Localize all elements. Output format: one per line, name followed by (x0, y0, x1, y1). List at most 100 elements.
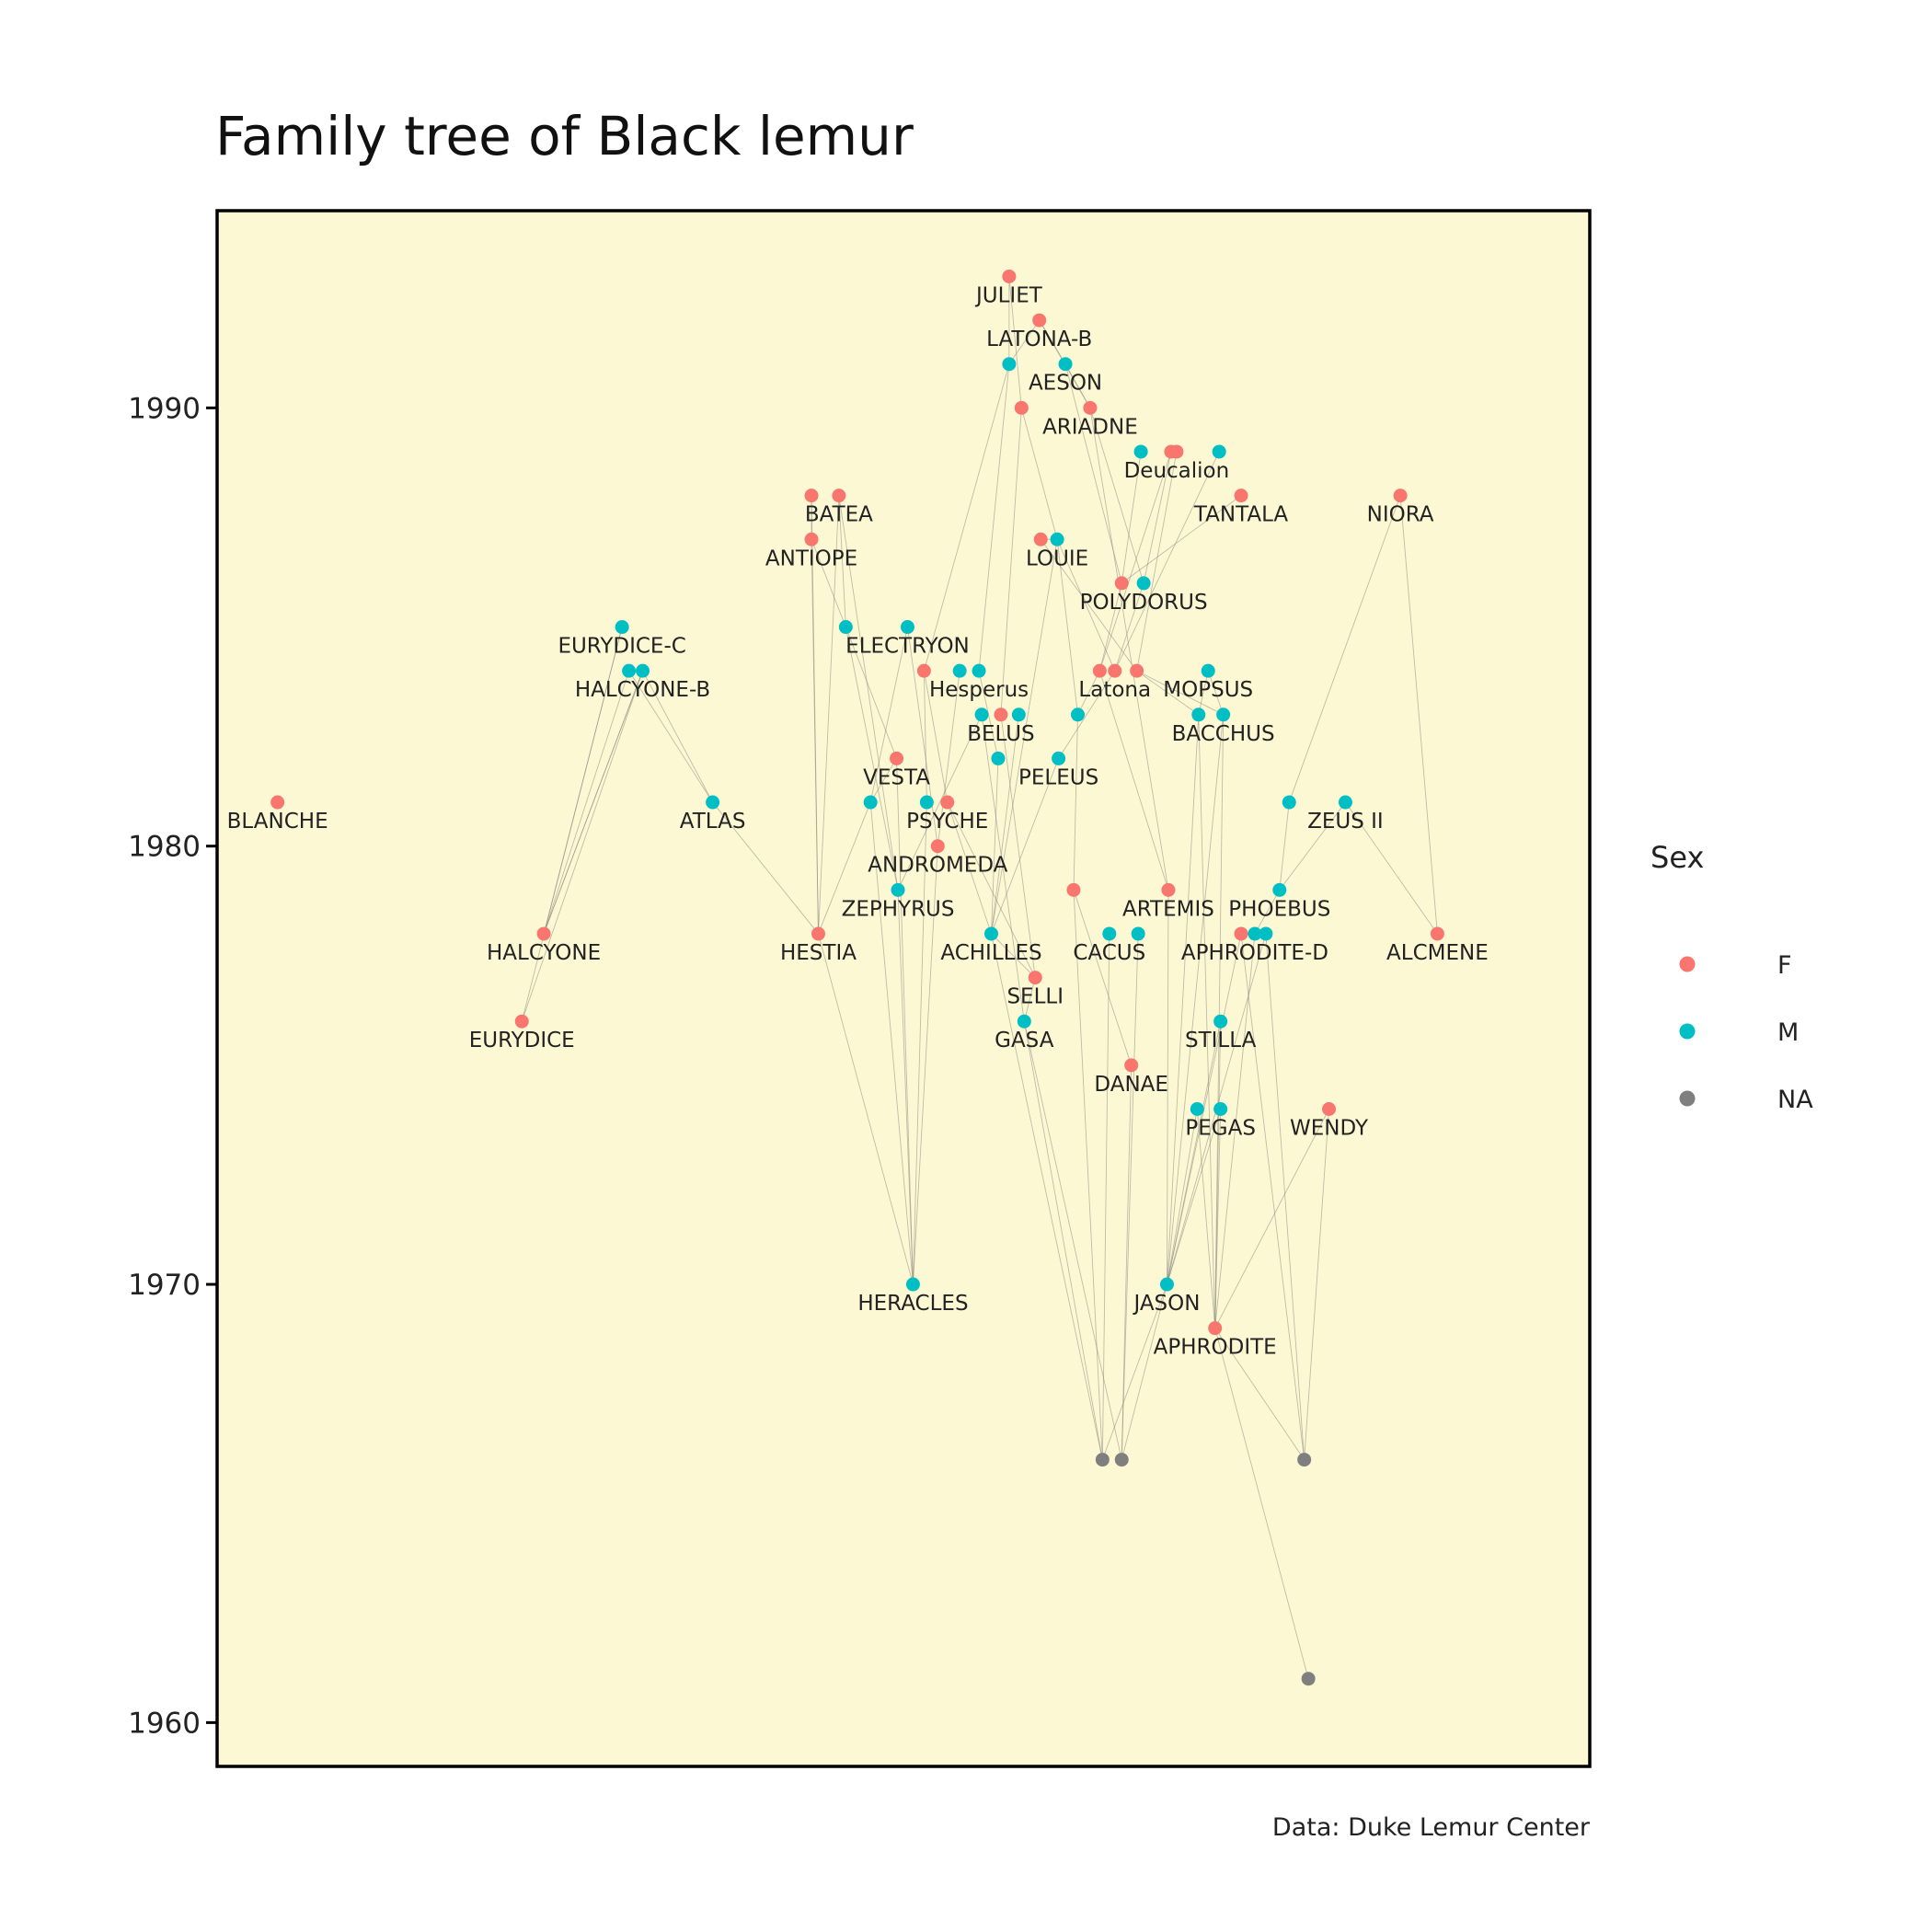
pedigree-edge (1214, 1328, 1305, 1460)
pedigree-edge (1073, 714, 1078, 891)
lemur-point (952, 663, 967, 678)
lemur-name-label: ZEUS II (1307, 810, 1384, 834)
lemur-name-label: ANTIOPE (765, 546, 857, 570)
lemur-name-label: PELEUS (1018, 765, 1098, 789)
lemur-name-label: ACHILLES (940, 941, 1041, 965)
lemur-name-label: PEGAS (1185, 1116, 1256, 1140)
lemur-name-label: AESON (1029, 372, 1102, 396)
pedigree-edge (1214, 1109, 1329, 1328)
pedigree-edge (1167, 714, 1200, 1285)
pedigree-edge (897, 714, 983, 891)
pedigree-edge (1023, 977, 1036, 1022)
lemur-name-label: ARTEMIS (1122, 897, 1214, 921)
lemur-point (1070, 707, 1085, 722)
pedigree-edge (1167, 1109, 1222, 1285)
pedigree-edge (1023, 1021, 1103, 1460)
pedigree-edge (1089, 408, 1144, 584)
lemur-name-label: HALCYONE (487, 941, 601, 965)
edges-layer (521, 276, 1438, 1679)
pedigree-edge (1265, 933, 1305, 1460)
lemur-name-label: ELECTRYON (845, 635, 970, 659)
pedigree-edge (1196, 1109, 1216, 1328)
pedigree-edge (991, 758, 999, 934)
lemur-point (1191, 707, 1206, 722)
lemur-name-label: ANDROMEDA (868, 854, 1007, 878)
pedigree-edge (1121, 1064, 1133, 1460)
pedigree-edge (642, 670, 714, 803)
lemur-name-label: JULIET (974, 283, 1043, 307)
lemur-name-label: LATONA-B (986, 328, 1092, 351)
legend-key-f (1679, 956, 1696, 972)
lemur-point (1131, 926, 1145, 941)
lemur-name-label: EURYDICE-C (558, 635, 685, 659)
pedigree-edge (1136, 670, 1200, 716)
pedigree-edge (923, 671, 949, 803)
pedigree-edge (1288, 495, 1401, 803)
pedigree-edge (1000, 714, 1036, 978)
pedigree-edge (1098, 582, 1122, 672)
lemur-point (706, 795, 720, 810)
lemur-point (1248, 926, 1262, 941)
lemur-point (832, 489, 846, 503)
pedigree-edge (838, 495, 899, 891)
pedigree-edge (1073, 890, 1103, 1460)
pedigree-edge (1121, 1283, 1167, 1460)
pedigree-edge (912, 845, 938, 1285)
lemur-point (863, 795, 878, 810)
y-tick-label: 1970 (128, 1269, 201, 1302)
pedigree-edge (543, 670, 643, 935)
pedigree-edge (1345, 801, 1438, 935)
lemur-point (1032, 313, 1047, 328)
pedigree-edge (869, 802, 914, 1285)
lemur-point (1114, 576, 1129, 591)
lemur-name-label: BLANCHE (227, 810, 328, 834)
pedigree-edge (1214, 1328, 1309, 1679)
pedigree-edge (818, 495, 840, 934)
lemur-point (905, 1277, 920, 1292)
lemur-point (615, 620, 629, 635)
lemur-point (1130, 663, 1144, 678)
pedigree-edge (897, 890, 914, 1285)
lemur-point (1002, 357, 1017, 372)
lemur-point (838, 620, 853, 635)
lemur-point (916, 663, 931, 678)
legend-key-m (1679, 1023, 1696, 1040)
lemur-point (1213, 1101, 1228, 1116)
lemur-point (804, 532, 819, 546)
lemur-point (983, 926, 998, 941)
pedigree-edge (1136, 451, 1178, 672)
lemur-name-label: NIORA (1367, 503, 1434, 527)
lemur-name-label: APHRODITE (1154, 1336, 1277, 1360)
lemur-point (1066, 882, 1081, 897)
lemur-point (536, 926, 551, 941)
lemur-name-label: APHRODITE-D (1181, 941, 1328, 965)
lemur-point (1234, 926, 1248, 941)
lemur-point (1002, 269, 1017, 283)
lemur-name-label: CACUS (1073, 941, 1145, 965)
lemur-point (994, 707, 1008, 722)
pedigree-edge (543, 671, 630, 935)
lemur-point (1301, 1672, 1316, 1686)
pedigree-edge (1214, 933, 1256, 1328)
pedigree-edge (811, 539, 819, 934)
pedigree-edge (981, 714, 1025, 1022)
lemur-point (891, 882, 905, 897)
lemur-point (1014, 400, 1029, 415)
pedigree-edge (1077, 670, 1100, 715)
lemur-name-label: WENDY (1290, 1116, 1369, 1140)
lemur-name-label: BATEA (805, 503, 873, 527)
lemur-name-label: Latona (1078, 678, 1151, 702)
y-tick-label: 1990 (128, 392, 201, 425)
legend-title: Sex (1650, 840, 1704, 875)
lemur-point (811, 926, 825, 941)
lemur-point (1393, 489, 1408, 503)
labels-layer: JULIET LATONA-B AESON ARIADNE Deucalion BATEA… (227, 283, 1489, 1359)
lemur-point (972, 663, 986, 678)
lemur-name-label: TANTALA (1193, 503, 1289, 527)
lemur-point (1028, 971, 1042, 985)
lemur-name-label: HESTIA (780, 941, 857, 965)
lemur-name-label: POLYDORUS (1080, 591, 1208, 615)
pedigree-edge (947, 801, 992, 935)
lemur-point (1259, 926, 1273, 941)
pedigree-edge (991, 714, 1019, 935)
